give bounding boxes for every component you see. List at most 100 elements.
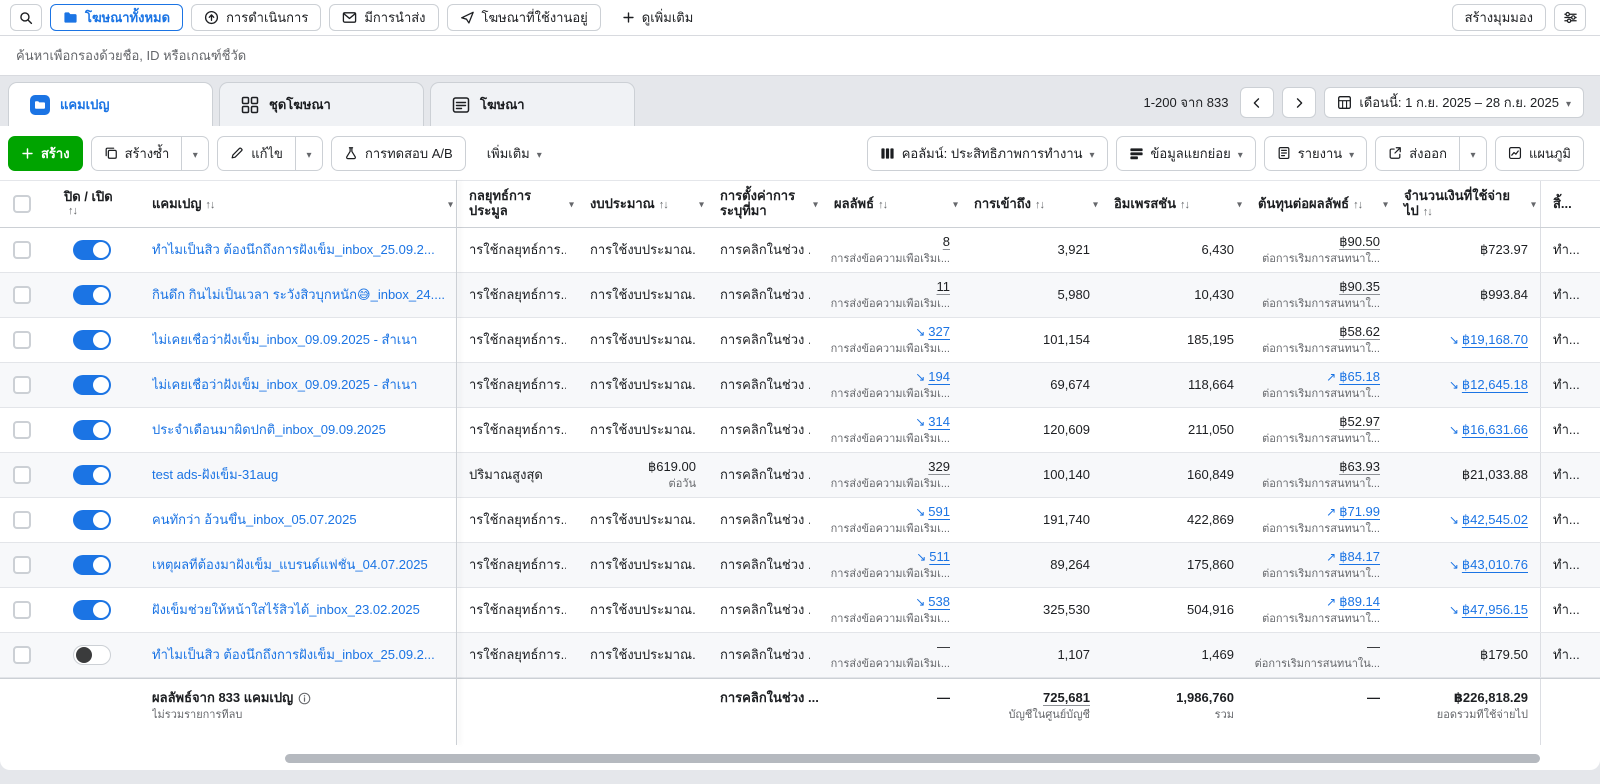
campaign-toggle[interactable] [73, 285, 111, 305]
campaign-toggle[interactable] [73, 600, 111, 620]
header-reach[interactable]: การเข้าถึง↑↓ [962, 181, 1102, 227]
reach-value: 69,674 [1050, 377, 1090, 394]
select-all-checkbox[interactable] [13, 195, 31, 213]
row-checkbox[interactable] [13, 601, 31, 619]
tab-campaigns[interactable]: แคมเปญ [8, 82, 213, 126]
chevron-down-icon[interactable] [1237, 197, 1242, 212]
campaign-toggle[interactable] [73, 330, 111, 350]
table-header-row: ปิด / เปิด ↑↓ แคมเปญ↑↓ กลยุทธ์การประมูล … [0, 180, 1600, 228]
impressions-cell: 160,849 [1102, 453, 1246, 497]
duplicate-dropdown-button[interactable] [182, 136, 209, 171]
campaign-name-link[interactable]: ทำไมเป็นสิว ต้องนึกถึงการฝังเข็ม_inbox_2… [152, 647, 445, 664]
summary-sublabel: ไม่รวมรายการที่ลบ [152, 708, 445, 722]
header-bid-strategy[interactable]: กลยุทธ์การประมูล [457, 181, 578, 227]
horizontal-scrollbar[interactable] [285, 754, 1540, 763]
campaign-toggle[interactable] [73, 555, 111, 575]
filter-all-ads[interactable]: โฆษณาทั้งหมด [50, 4, 183, 31]
chevron-down-icon[interactable] [569, 197, 574, 212]
next-page-button[interactable] [1282, 87, 1316, 118]
prev-page-button[interactable] [1240, 87, 1274, 118]
duplicate-button[interactable]: สร้างซ้ำ [91, 136, 183, 171]
report-button[interactable]: รายงาน [1264, 136, 1367, 171]
cost-sub: ต่อการเริ่มการสนทนาใ... [1262, 297, 1380, 311]
chevron-down-icon[interactable] [813, 197, 818, 212]
row-checkbox[interactable] [13, 286, 31, 304]
charts-button[interactable]: แผนภูมิ [1495, 136, 1584, 171]
row-checkbox[interactable] [13, 466, 31, 484]
filter-had-delivery[interactable]: มีการนำส่ง [329, 4, 438, 31]
ads-icon [451, 95, 471, 115]
export-dropdown-button[interactable] [1460, 136, 1487, 171]
trend-arrow-icon: ↘ [1449, 513, 1459, 527]
row-checkbox[interactable] [13, 241, 31, 259]
header-impressions[interactable]: อิมเพรสชัน↑↓ [1102, 181, 1246, 227]
campaign-toggle[interactable] [73, 420, 111, 440]
chevron-down-icon[interactable] [1093, 197, 1098, 212]
filter-actions[interactable]: การดำเนินการ [191, 4, 321, 31]
reach-cell: 100,140 [962, 453, 1102, 497]
search-button[interactable] [10, 4, 42, 31]
info-icon[interactable] [298, 692, 311, 705]
row-checkbox[interactable] [13, 376, 31, 394]
header-budget[interactable]: งบประมาณ↑↓ [578, 181, 708, 227]
chevron-down-icon[interactable] [448, 197, 453, 212]
header-amount-spent[interactable]: จำนวนเงินที่ใช้จ่ายไป↑↓ [1392, 181, 1540, 227]
chevron-down-icon[interactable] [953, 197, 958, 212]
see-more-filters-button[interactable]: ดูเพิ่มเติม [609, 4, 706, 31]
header-cut-column[interactable]: สิ้... [1540, 181, 1600, 227]
search-input[interactable] [16, 48, 1584, 63]
tab-ads[interactable]: โฆษณา [430, 82, 635, 126]
table-row: test ads-ฝังเข็ม-31aug ปริมาณสูงสุด ฿619… [0, 453, 1600, 498]
campaign-name-link[interactable]: test ads-ฝังเข็ม-31aug [152, 467, 445, 484]
header-results[interactable]: ผลลัพธ์↑↓ [822, 181, 962, 227]
row-checkbox[interactable] [13, 556, 31, 574]
create-view-button[interactable]: สร้างมุมมอง [1452, 4, 1546, 31]
breakdown-button[interactable]: ข้อมูลแยกย่อย [1116, 136, 1256, 171]
campaign-name-link[interactable]: ฝังเข็มช่วยให้หน้าใสไร้สิวได้_inbox_23.0… [152, 602, 445, 619]
row-checkbox[interactable] [13, 421, 31, 439]
filter-settings-button[interactable] [1554, 4, 1586, 31]
campaign-name-link[interactable]: ทำไมเป็นสิว ต้องนึกถึงการฝังเข็ม_inbox_2… [152, 242, 445, 259]
campaign-name-link[interactable]: ประจำเดือนมาผิดปกติ_inbox_09.09.2025 [152, 422, 445, 439]
more-button[interactable]: เพิ่มเติม [474, 136, 555, 171]
table-row: ฝังเข็มช่วยให้หน้าใสไร้สิวได้_inbox_23.0… [0, 588, 1600, 633]
filter-active-ads[interactable]: โฆษณาที่ใช้งานอยู่ [447, 4, 601, 31]
header-cost-per-result[interactable]: ต้นทุนต่อผลลัพธ์↑↓ [1246, 181, 1392, 227]
row-checkbox[interactable] [13, 646, 31, 664]
cost-value: ฿52.97 [1339, 414, 1380, 429]
header-attribution[interactable]: การตั้งค่าการระบุที่มา [708, 181, 822, 227]
filter-label: โฆษณาทั้งหมด [85, 7, 170, 28]
edit-dropdown-button[interactable] [296, 136, 323, 171]
bid-strategy-cell: ารใช้กลยุทธ์การ... [469, 602, 566, 619]
campaign-name-link[interactable]: ไม่เคยเชื่อว่าฝังเข็ม_inbox_09.09.2025 -… [152, 332, 445, 349]
cost-value: ฿90.50 [1339, 234, 1380, 249]
edit-button[interactable]: แก้ไข [217, 136, 296, 171]
campaign-name-link[interactable]: กินดึก กินไม่เป็นเวลา ระวังสิวบุกหนัก😅_i… [152, 287, 445, 304]
campaign-toggle[interactable] [73, 465, 111, 485]
campaign-name-link[interactable]: คนทักว่า อ้วนขึ้น_inbox_05.07.2025 [152, 512, 445, 529]
campaign-toggle[interactable] [73, 510, 111, 530]
row-checkbox[interactable] [13, 511, 31, 529]
campaign-toggle[interactable] [73, 240, 111, 260]
chevron-down-icon[interactable] [699, 197, 704, 212]
campaign-toggle[interactable] [73, 645, 111, 665]
ab-test-button[interactable]: การทดสอบ A/B [331, 136, 466, 171]
chevron-down-icon[interactable] [1531, 197, 1536, 212]
chevron-down-icon[interactable] [1383, 197, 1388, 212]
row-checkbox[interactable] [13, 331, 31, 349]
header-toggle[interactable]: ปิด / เปิด ↑↓ [44, 181, 140, 227]
cost-per-result-cell: ↗฿71.99ต่อการเริ่มการสนทนาใ... [1246, 498, 1392, 542]
impressions-cell: 118,664 [1102, 363, 1246, 407]
impressions-cell: 185,195 [1102, 318, 1246, 362]
date-range-button[interactable]: เดือนนี้: 1 ก.ย. 2025 – 28 ก.ย. 2025 [1324, 87, 1584, 118]
campaign-toggle[interactable] [73, 375, 111, 395]
campaign-name-link[interactable]: ไม่เคยเชื่อว่าฝังเข็ม_inbox_09.09.2025 -… [152, 377, 445, 394]
campaign-name-link[interactable]: เหตุผลที่ต้องมาฝังเข็ม_แบรนด์แฟชั่น_04.0… [152, 557, 445, 574]
export-button[interactable]: ส่งออก [1375, 136, 1460, 171]
create-button[interactable]: สร้าง [8, 136, 83, 171]
impressions-cell: 504,916 [1102, 588, 1246, 632]
tab-adsets[interactable]: ชุดโฆษณา [219, 82, 424, 126]
spent-value: ฿21,033.88 [1462, 467, 1528, 482]
header-campaign[interactable]: แคมเปญ↑↓ [140, 181, 457, 227]
columns-button[interactable]: คอลัมน์: ประสิทธิภาพการทำงาน [867, 136, 1108, 171]
